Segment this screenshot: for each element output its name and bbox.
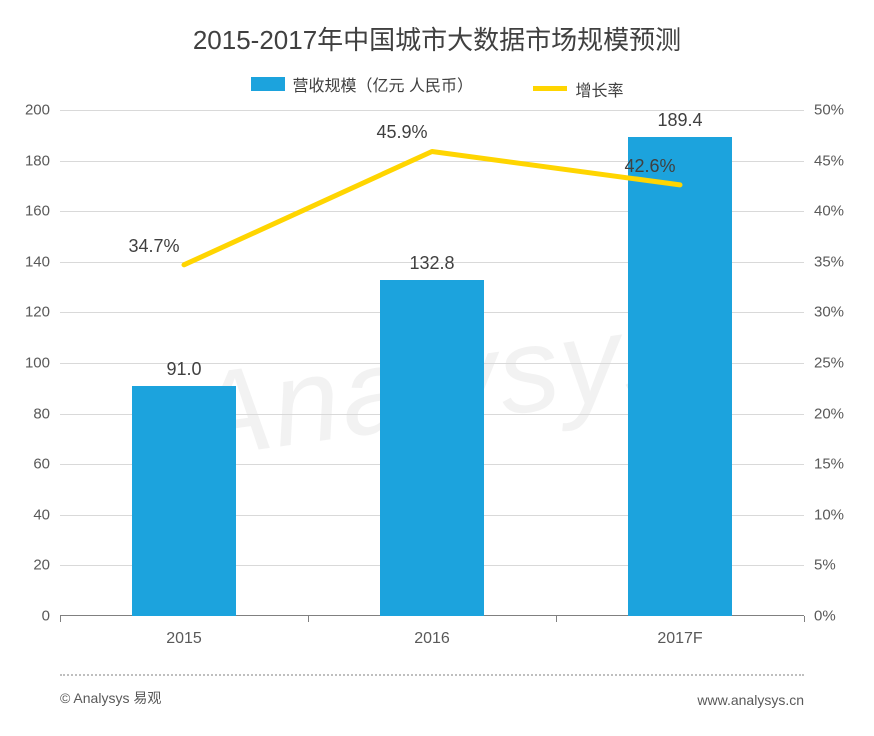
line-value-label: 42.6% [624, 156, 675, 177]
y-right-tick: 10% [804, 506, 844, 523]
footer-url: www.analysys.cn [697, 692, 804, 708]
y-left-tick: 80 [33, 405, 60, 422]
y-right-tick: 15% [804, 456, 844, 473]
legend-swatch-bar [251, 77, 285, 91]
bar-value-label: 189.4 [657, 110, 702, 131]
y-left-tick: 140 [25, 253, 60, 270]
x-tick-label: 2016 [414, 616, 450, 648]
y-left-tick: 120 [25, 304, 60, 321]
y-right-tick: 45% [804, 152, 844, 169]
y-left-tick: 200 [25, 102, 60, 119]
y-left-tick: 60 [33, 456, 60, 473]
legend-label-line: 增长率 [575, 77, 623, 101]
y-left-tick: 0 [42, 608, 60, 625]
y-right-tick: 35% [804, 253, 844, 270]
y-right-tick: 25% [804, 355, 844, 372]
y-left-tick: 100 [25, 355, 60, 372]
y-right-tick: 50% [804, 102, 844, 119]
y-right-tick: 40% [804, 203, 844, 220]
y-right-tick: 5% [804, 557, 836, 574]
x-tick-mark [804, 616, 805, 622]
y-right-tick: 20% [804, 405, 844, 422]
legend-label-bars: 营收规模（亿元 人民币） [293, 72, 473, 96]
x-tick-mark [60, 616, 61, 622]
legend: 营收规模（亿元 人民币） 增长率 [0, 72, 874, 101]
legend-swatch-line [533, 86, 567, 91]
x-tick-mark [556, 616, 557, 622]
x-tick-label: 2017F [657, 616, 702, 648]
chart-container: Analysys 2015-2017年中国城市大数据市场规模预测 营收规模（亿元… [0, 0, 874, 736]
growth-line [184, 151, 680, 264]
chart-title: 2015-2017年中国城市大数据市场规模预测 [0, 20, 874, 57]
line-value-label: 45.9% [376, 122, 427, 143]
y-left-tick: 160 [25, 203, 60, 220]
bar-value-label: 91.0 [166, 359, 201, 380]
legend-item-line: 增长率 [533, 77, 623, 101]
x-tick-label: 2015 [166, 616, 202, 648]
y-left-tick: 20 [33, 557, 60, 574]
plot-area: 00%205%4010%6015%8020%10025%12030%14035%… [60, 110, 804, 616]
y-left-tick: 180 [25, 152, 60, 169]
plot-inner: 00%205%4010%6015%8020%10025%12030%14035%… [60, 110, 804, 616]
y-right-tick: 30% [804, 304, 844, 321]
y-left-tick: 40 [33, 506, 60, 523]
line-value-label: 34.7% [128, 236, 179, 257]
x-tick-mark [308, 616, 309, 622]
bar-value-label: 132.8 [409, 253, 454, 274]
legend-item-bars: 营收规模（亿元 人民币） [251, 72, 473, 96]
footer-copyright: © Analysys 易观 [60, 688, 161, 708]
y-right-tick: 0% [804, 608, 836, 625]
footer-divider [60, 674, 804, 676]
